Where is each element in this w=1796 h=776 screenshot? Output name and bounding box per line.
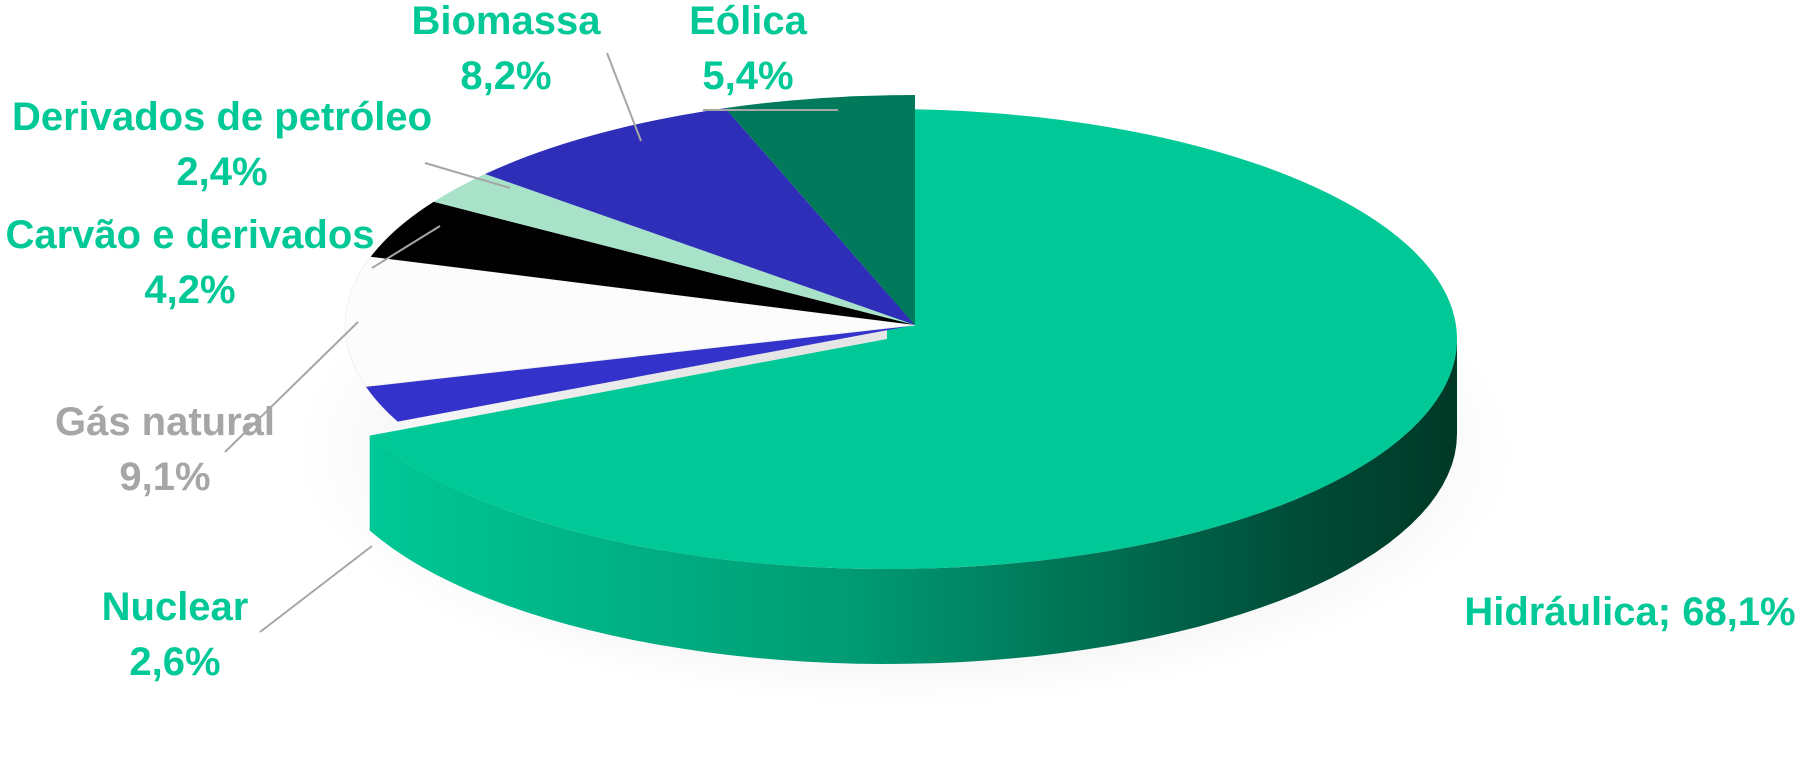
data-label-name-eolica: Eólica	[689, 0, 808, 43]
data-label-hidraulica: Hidráulica; 68,1%	[1464, 590, 1795, 634]
leader-line-nuclear	[259, 545, 373, 633]
data-label-value-biomassa: 8,2%	[460, 54, 551, 98]
slice-carvao-e-derivados	[370, 201, 915, 325]
data-label-value-carvao-e-derivados: 4,2%	[144, 268, 235, 312]
data-label-name-gas-natural: Gás natural	[55, 400, 275, 444]
data-label-value-gas-natural: 9,1%	[119, 455, 210, 499]
data-label-value-eolica: 5,4%	[702, 54, 793, 98]
slice-hidraulica	[369, 109, 1457, 569]
slice-nuclear	[365, 325, 915, 422]
data-label-name-biomassa: Biomassa	[412, 0, 602, 43]
leader-lines	[224, 52, 838, 633]
leader-line-derivados-de-petroleo	[424, 162, 511, 189]
pie-slices	[344, 94, 1457, 569]
leader-line-biomassa	[606, 52, 642, 142]
data-label-name-derivados-de-petroleo: Derivados de petróleo	[12, 95, 432, 139]
data-label-value-hidraulica: 68,1%	[1682, 590, 1795, 634]
slice-eolica	[725, 94, 915, 325]
pie-side-walls	[369, 339, 1458, 664]
leader-line-carvao-e-derivados	[371, 225, 441, 269]
slice-gas-natural	[344, 256, 916, 387]
data-label-value-nuclear: 2,6%	[129, 640, 220, 684]
data-label-name-carvao-e-derivados: Carvão e derivados	[5, 213, 374, 257]
slice-biomassa	[485, 108, 915, 325]
data-label-name-hidraulica: Hidráulica;	[1464, 590, 1682, 634]
data-label-name-nuclear: Nuclear	[102, 585, 249, 629]
data-labels: Hidráulica; 68,1% Nuclear 2,6% Gás natural 9…	[5, 0, 1795, 684]
slice-derivados-de-petroleo	[433, 174, 915, 325]
leader-line-gas-natural	[224, 321, 359, 453]
data-label-value-derivados-de-petroleo: 2,4%	[176, 150, 267, 194]
slice-side-hidraulica	[369, 339, 1458, 664]
